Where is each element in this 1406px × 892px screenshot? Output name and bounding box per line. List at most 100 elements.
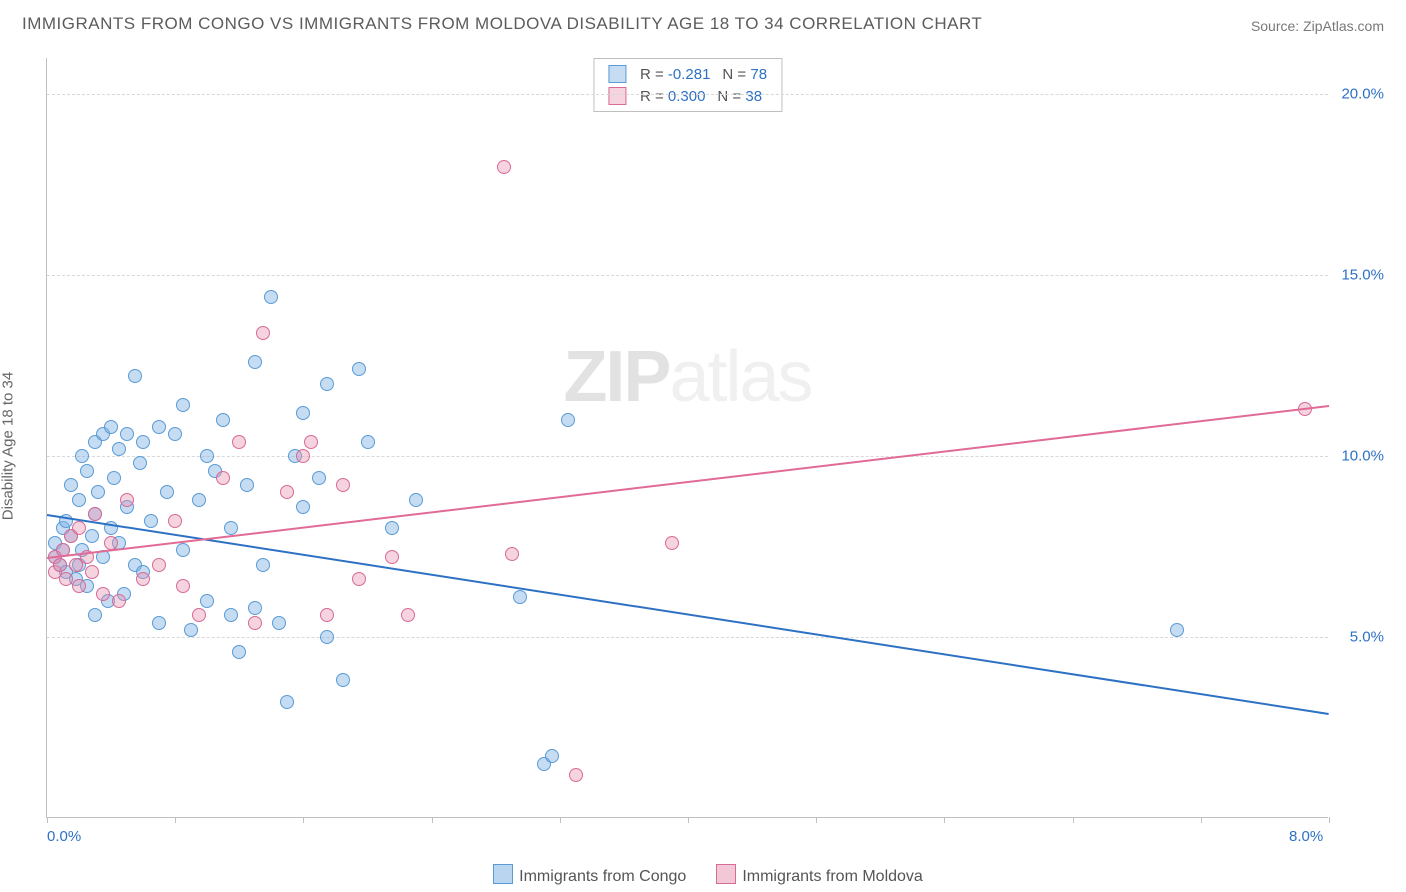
watermark: ZIPatlas [563, 336, 811, 418]
data-point-moldova [665, 536, 679, 550]
data-point-moldova [320, 608, 334, 622]
legend-item: Immigrants from Congo [483, 868, 686, 885]
data-point-congo [80, 464, 94, 478]
data-point-congo [192, 493, 206, 507]
scatter-plot-area: ZIPatlas R = -0.281 N = 78 R = 0.300N = 38… [46, 58, 1328, 818]
data-point-congo [385, 521, 399, 535]
watermark-bold: ZIP [563, 337, 669, 417]
x-tick [560, 817, 561, 823]
series-legend: Immigrants from CongoImmigrants from Mol… [0, 864, 1406, 886]
data-point-moldova [59, 572, 73, 586]
x-tick-label: 8.0% [1289, 828, 1323, 845]
data-point-moldova [216, 471, 230, 485]
data-point-congo [296, 500, 310, 514]
data-point-congo [1170, 623, 1184, 637]
data-point-congo [75, 449, 89, 463]
chart-title: IMMIGRANTS FROM CONGO VS IMMIGRANTS FROM… [22, 14, 982, 34]
data-point-congo [104, 420, 118, 434]
gridline [47, 637, 1328, 638]
data-point-congo [256, 558, 270, 572]
data-point-moldova [248, 616, 262, 630]
data-point-moldova [72, 521, 86, 535]
data-point-congo [561, 413, 575, 427]
data-point-congo [216, 413, 230, 427]
x-tick [688, 817, 689, 823]
x-tick [175, 817, 176, 823]
data-point-congo [85, 529, 99, 543]
data-point-congo [133, 456, 147, 470]
y-axis-label: Disability Age 18 to 34 [0, 372, 17, 520]
data-point-congo [272, 616, 286, 630]
data-point-congo [200, 594, 214, 608]
n-label: N = 78 [722, 66, 767, 83]
legend-swatch-icon [493, 864, 513, 884]
data-point-congo [224, 608, 238, 622]
data-point-congo [248, 355, 262, 369]
x-tick [1201, 817, 1202, 823]
x-tick [816, 817, 817, 823]
data-point-congo [144, 514, 158, 528]
data-point-congo [160, 485, 174, 499]
data-point-congo [320, 630, 334, 644]
data-point-congo [232, 645, 246, 659]
y-tick-label: 15.0% [1341, 267, 1384, 284]
data-point-congo [176, 398, 190, 412]
data-point-moldova [176, 579, 190, 593]
data-point-congo [513, 590, 527, 604]
data-point-congo [107, 471, 121, 485]
data-point-congo [352, 362, 366, 376]
swatch-icon [608, 87, 626, 105]
x-tick [47, 817, 48, 823]
source-label: Source: ZipAtlas.com [1251, 18, 1384, 34]
stats-row-moldova: R = 0.300N = 38 [594, 85, 781, 107]
data-point-congo [112, 442, 126, 456]
gridline [47, 94, 1328, 95]
data-point-congo [545, 749, 559, 763]
data-point-congo [120, 427, 134, 441]
data-point-moldova [72, 579, 86, 593]
data-point-moldova [256, 326, 270, 340]
x-tick [1329, 817, 1330, 823]
stats-legend-box: R = -0.281 N = 78 R = 0.300N = 38 [593, 58, 782, 112]
data-point-congo [296, 406, 310, 420]
data-point-congo [128, 369, 142, 383]
data-point-moldova [88, 507, 102, 521]
data-point-congo [64, 478, 78, 492]
x-tick [432, 817, 433, 823]
data-point-congo [248, 601, 262, 615]
y-tick-label: 10.0% [1341, 448, 1384, 465]
data-point-congo [72, 493, 86, 507]
swatch-icon [608, 65, 626, 83]
data-point-congo [361, 435, 375, 449]
regression-line-moldova [47, 405, 1329, 559]
data-point-moldova [168, 514, 182, 528]
data-point-moldova [385, 550, 399, 564]
data-point-moldova [505, 547, 519, 561]
watermark-light: atlas [669, 337, 811, 417]
y-tick-label: 20.0% [1341, 86, 1384, 103]
data-point-moldova [296, 449, 310, 463]
legend-swatch-icon [716, 864, 736, 884]
data-point-moldova [569, 768, 583, 782]
n-label: N = 38 [717, 88, 762, 105]
data-point-congo [409, 493, 423, 507]
data-point-moldova [53, 558, 67, 572]
data-point-congo [136, 435, 150, 449]
gridline [47, 275, 1328, 276]
data-point-moldova [497, 160, 511, 174]
data-point-congo [152, 420, 166, 434]
regression-line-congo [47, 514, 1329, 715]
stats-row-congo: R = -0.281 N = 78 [594, 63, 781, 85]
data-point-congo [312, 471, 326, 485]
data-point-moldova [85, 565, 99, 579]
r-label: R = -0.281 [640, 66, 710, 83]
data-point-congo [200, 449, 214, 463]
data-point-congo [176, 543, 190, 557]
data-point-congo [168, 427, 182, 441]
data-point-congo [152, 616, 166, 630]
data-point-moldova [136, 572, 150, 586]
y-tick-label: 5.0% [1350, 629, 1384, 646]
data-point-moldova [336, 478, 350, 492]
data-point-moldova [401, 608, 415, 622]
data-point-congo [280, 695, 294, 709]
